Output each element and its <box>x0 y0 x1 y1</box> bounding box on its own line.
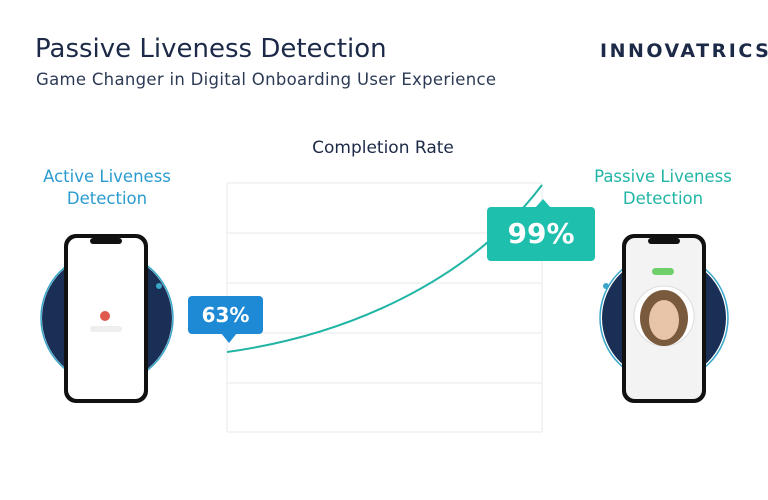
left-phone <box>40 234 174 403</box>
left-value: 63% <box>201 303 250 327</box>
chart-title: Completion Rate <box>312 138 454 158</box>
grid <box>226 182 543 433</box>
left-label: Active Liveness Detection <box>43 167 171 208</box>
callout-pointer <box>535 199 551 208</box>
right-phone <box>599 234 729 403</box>
right-value: 99% <box>507 217 575 250</box>
callout-box <box>487 207 595 261</box>
title: Passive Liveness Detection <box>35 34 387 64</box>
right-label: Passive Liveness Detection <box>594 167 732 208</box>
subtitle: Game Changer in Digital Onboarding User … <box>36 70 497 89</box>
logo: INNOVATRICS <box>600 40 768 62</box>
callout-pointer <box>221 333 237 343</box>
callout-box <box>188 296 263 334</box>
